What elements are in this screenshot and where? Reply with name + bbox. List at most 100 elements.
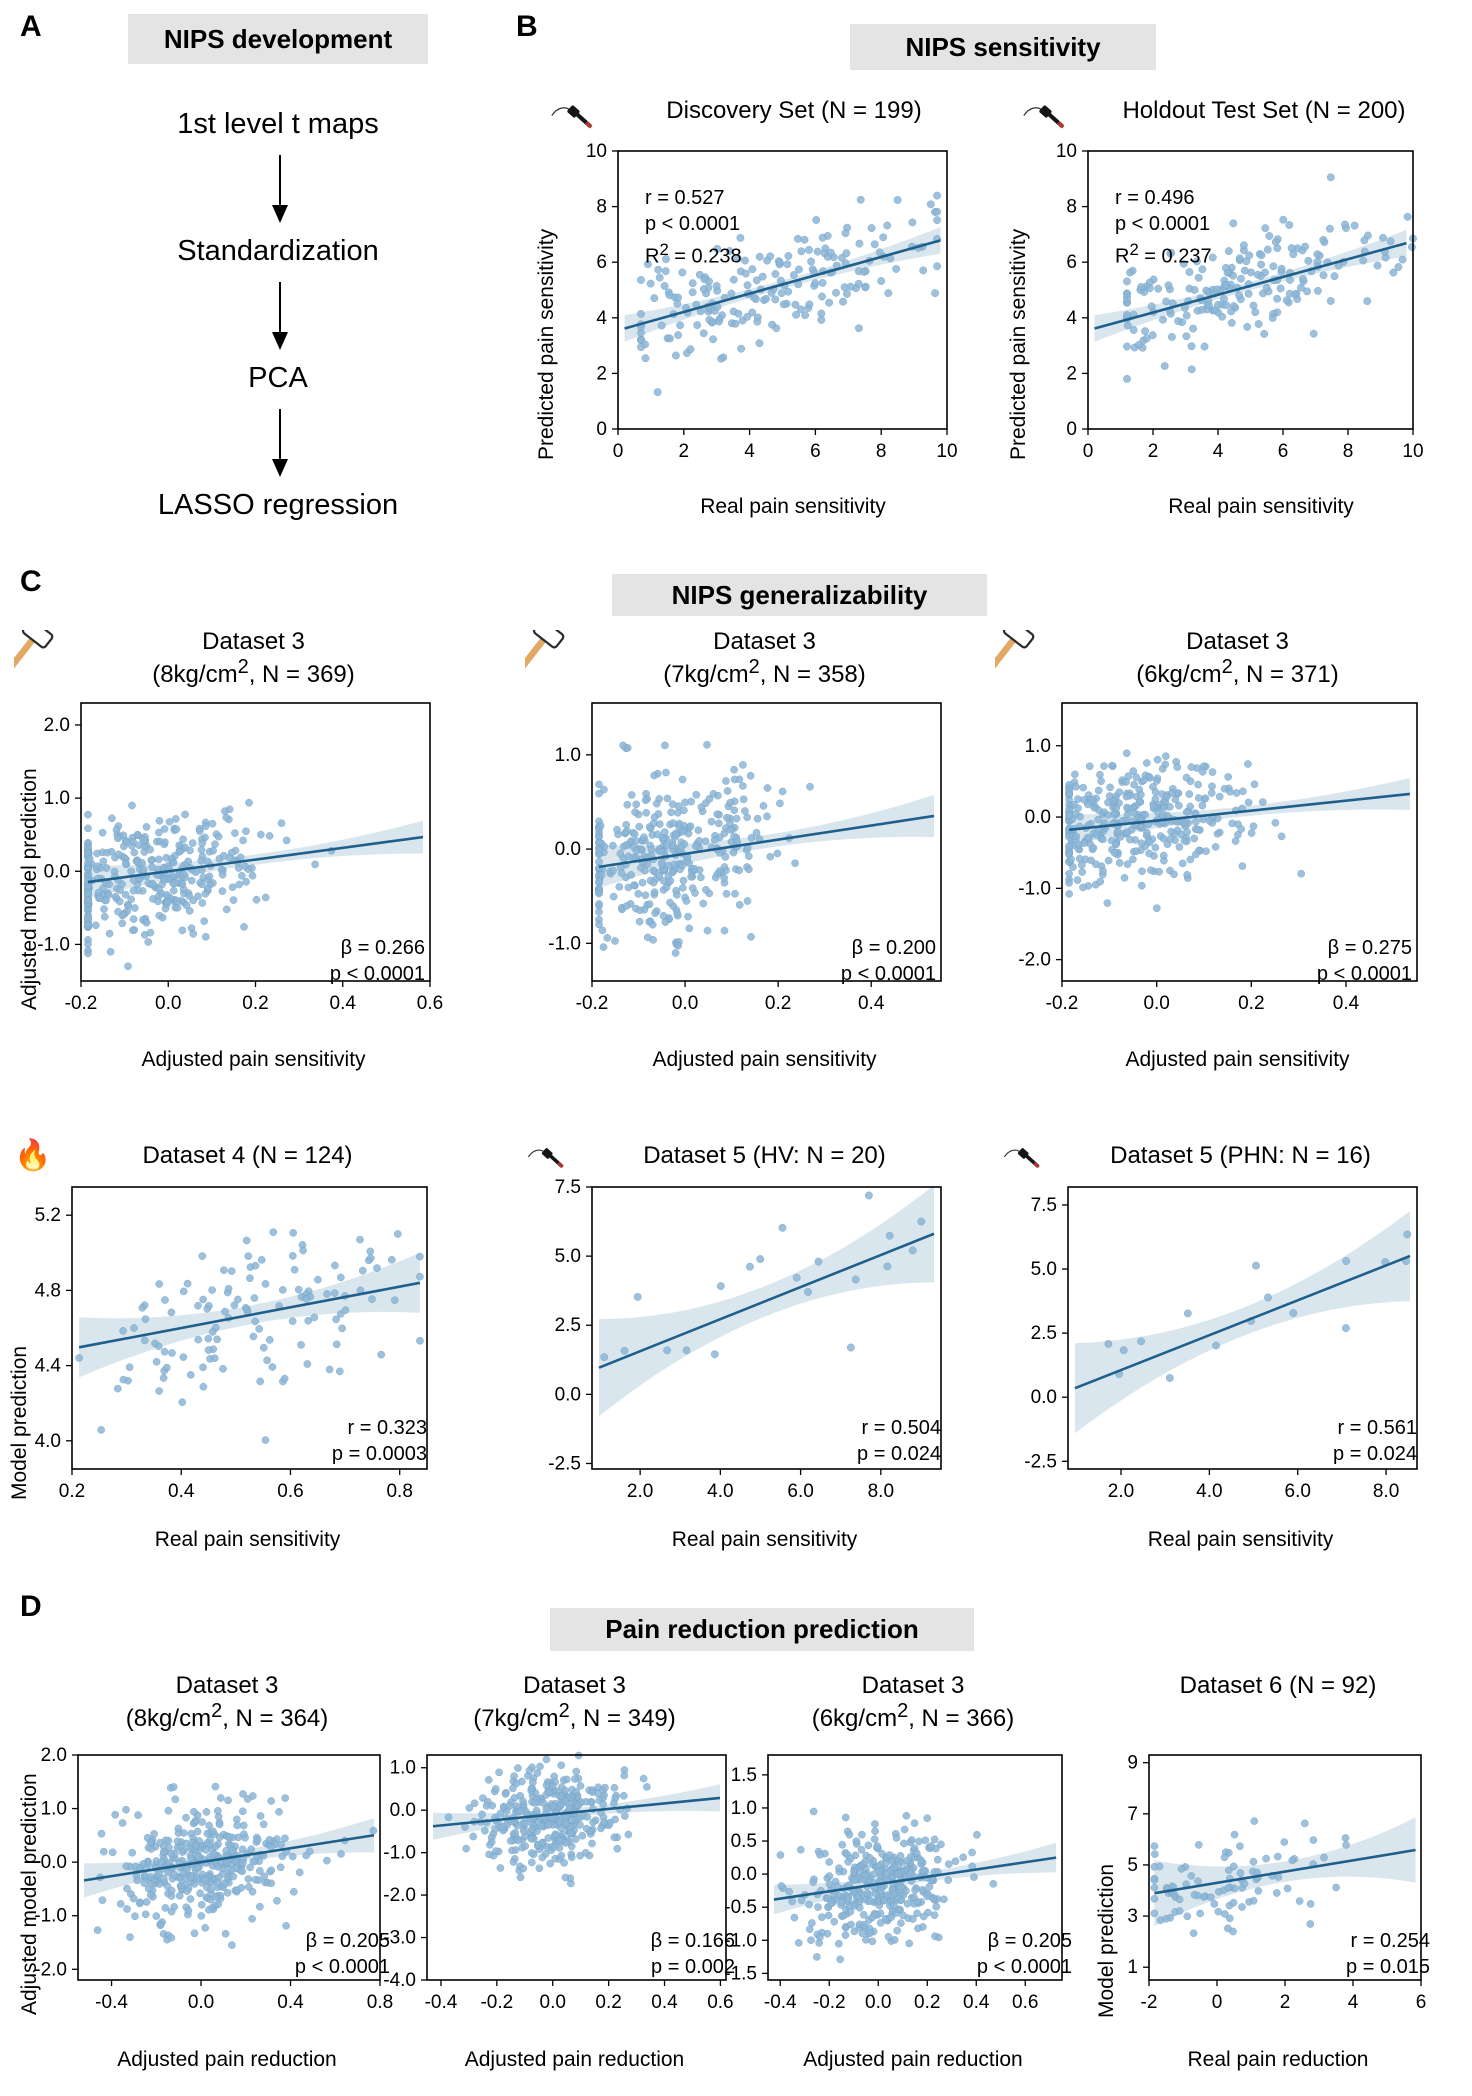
svg-text:-2.5: -2.5: [1024, 1451, 1057, 1472]
svg-text:2: 2: [1148, 441, 1159, 462]
svg-text:1.5: 1.5: [731, 1765, 757, 1786]
svg-text:1.0: 1.0: [731, 1798, 757, 1819]
svg-text:1: 1: [1127, 1957, 1138, 1978]
svg-text:-1.5: -1.5: [724, 1963, 757, 1984]
svg-text:1.0: 1.0: [555, 745, 581, 766]
svg-text:8: 8: [876, 441, 887, 462]
svg-text:-2.0: -2.0: [383, 1885, 416, 1906]
svg-text:0.0: 0.0: [731, 1864, 757, 1885]
svg-text:-1.0: -1.0: [383, 1843, 416, 1864]
svg-text:0.0: 0.0: [155, 993, 181, 1014]
svg-text:-0.2: -0.2: [65, 993, 98, 1014]
svg-text:2.5: 2.5: [1031, 1323, 1057, 1344]
svg-text:-0.4: -0.4: [764, 1992, 797, 2013]
svg-text:4.0: 4.0: [35, 1431, 61, 1452]
svg-text:6: 6: [1278, 441, 1289, 462]
svg-text:0.6: 0.6: [417, 993, 443, 1014]
svg-text:4: 4: [744, 441, 755, 462]
svg-text:10: 10: [1056, 141, 1077, 162]
svg-text:0.4: 0.4: [277, 1992, 304, 2013]
svg-text:6.0: 6.0: [1285, 1481, 1311, 1502]
svg-text:0.0: 0.0: [44, 861, 70, 882]
svg-text:-2.5: -2.5: [548, 1453, 581, 1474]
svg-text:2.0: 2.0: [1108, 1481, 1134, 1502]
svg-text:0.0: 0.0: [41, 1852, 67, 1873]
svg-text:0.8: 0.8: [386, 1481, 412, 1502]
svg-text:4: 4: [1213, 441, 1224, 462]
svg-text:6: 6: [596, 252, 607, 273]
svg-text:-0.2: -0.2: [813, 1992, 846, 2013]
svg-text:2.0: 2.0: [627, 1481, 653, 1502]
svg-text:0: 0: [1212, 1992, 1223, 2013]
svg-text:8: 8: [596, 197, 607, 218]
svg-text:7.5: 7.5: [555, 1177, 581, 1198]
svg-text:5: 5: [1127, 1855, 1138, 1876]
svg-text:0: 0: [1066, 419, 1077, 440]
svg-text:-2.0: -2.0: [1018, 950, 1051, 971]
svg-text:6: 6: [1066, 252, 1077, 273]
svg-text:0.6: 0.6: [1012, 1992, 1038, 2013]
svg-text:5.2: 5.2: [35, 1205, 61, 1226]
svg-text:6: 6: [810, 441, 821, 462]
svg-text:0.0: 0.0: [188, 1992, 214, 2013]
svg-text:6.0: 6.0: [787, 1481, 813, 1502]
svg-text:8.0: 8.0: [868, 1481, 894, 1502]
svg-text:0.0: 0.0: [555, 839, 581, 860]
svg-text:10: 10: [936, 441, 957, 462]
svg-text:0.0: 0.0: [672, 993, 698, 1014]
svg-text:10: 10: [586, 141, 607, 162]
svg-text:6: 6: [1416, 1992, 1427, 2013]
svg-text:-0.4: -0.4: [425, 1992, 458, 2013]
svg-text:0.0: 0.0: [1025, 807, 1051, 828]
svg-text:-2: -2: [1141, 1992, 1158, 2013]
svg-text:-0.2: -0.2: [576, 993, 609, 1014]
svg-text:1.0: 1.0: [390, 1758, 416, 1779]
svg-text:2: 2: [596, 363, 607, 384]
svg-text:5.0: 5.0: [1031, 1259, 1057, 1280]
svg-text:3: 3: [1127, 1906, 1138, 1927]
svg-text:0.0: 0.0: [390, 1800, 416, 1821]
svg-text:0.2: 0.2: [595, 1992, 621, 2013]
svg-text:0.0: 0.0: [1031, 1387, 1057, 1408]
svg-text:-0.2: -0.2: [1046, 993, 1079, 1014]
svg-text:4.0: 4.0: [707, 1481, 733, 1502]
svg-text:0.4: 0.4: [1333, 993, 1360, 1014]
svg-text:8: 8: [1343, 441, 1354, 462]
svg-text:7: 7: [1127, 1804, 1138, 1825]
svg-text:0.2: 0.2: [914, 1992, 940, 2013]
svg-text:-0.4: -0.4: [95, 1992, 128, 2013]
svg-text:2: 2: [679, 441, 690, 462]
svg-text:-1.0: -1.0: [37, 934, 70, 955]
svg-text:8.0: 8.0: [1373, 1481, 1399, 1502]
svg-text:0: 0: [596, 419, 607, 440]
svg-text:1.0: 1.0: [1025, 736, 1051, 757]
svg-text:9: 9: [1127, 1753, 1138, 1774]
svg-text:2.5: 2.5: [555, 1315, 581, 1336]
svg-text:2: 2: [1066, 363, 1077, 384]
svg-text:0.0: 0.0: [555, 1384, 581, 1405]
svg-text:0.8: 0.8: [367, 1992, 393, 2013]
svg-text:1.0: 1.0: [44, 788, 70, 809]
svg-text:-1.0: -1.0: [548, 933, 581, 954]
svg-text:-3.0: -3.0: [383, 1928, 416, 1949]
svg-text:2.0: 2.0: [41, 1745, 67, 1766]
svg-text:7.5: 7.5: [1031, 1195, 1057, 1216]
svg-text:-4.0: -4.0: [383, 1970, 416, 1991]
svg-text:-1.0: -1.0: [724, 1930, 757, 1951]
svg-text:0.0: 0.0: [865, 1992, 891, 2013]
svg-text:0.6: 0.6: [277, 1481, 303, 1502]
svg-text:0.4: 0.4: [330, 993, 357, 1014]
svg-text:2.0: 2.0: [44, 715, 70, 736]
svg-text:4: 4: [1066, 308, 1077, 329]
svg-text:0.6: 0.6: [707, 1992, 733, 2013]
svg-text:5.0: 5.0: [555, 1246, 581, 1267]
svg-text:8: 8: [1066, 197, 1077, 218]
svg-text:0.4: 0.4: [651, 1992, 678, 2013]
svg-text:10: 10: [1402, 441, 1423, 462]
svg-text:0.4: 0.4: [963, 1992, 990, 2013]
svg-text:0.2: 0.2: [59, 1481, 85, 1502]
svg-text:0.0: 0.0: [540, 1992, 566, 2013]
svg-text:0.4: 0.4: [168, 1481, 195, 1502]
svg-text:1.0: 1.0: [41, 1799, 67, 1820]
svg-text:0.4: 0.4: [858, 993, 885, 1014]
